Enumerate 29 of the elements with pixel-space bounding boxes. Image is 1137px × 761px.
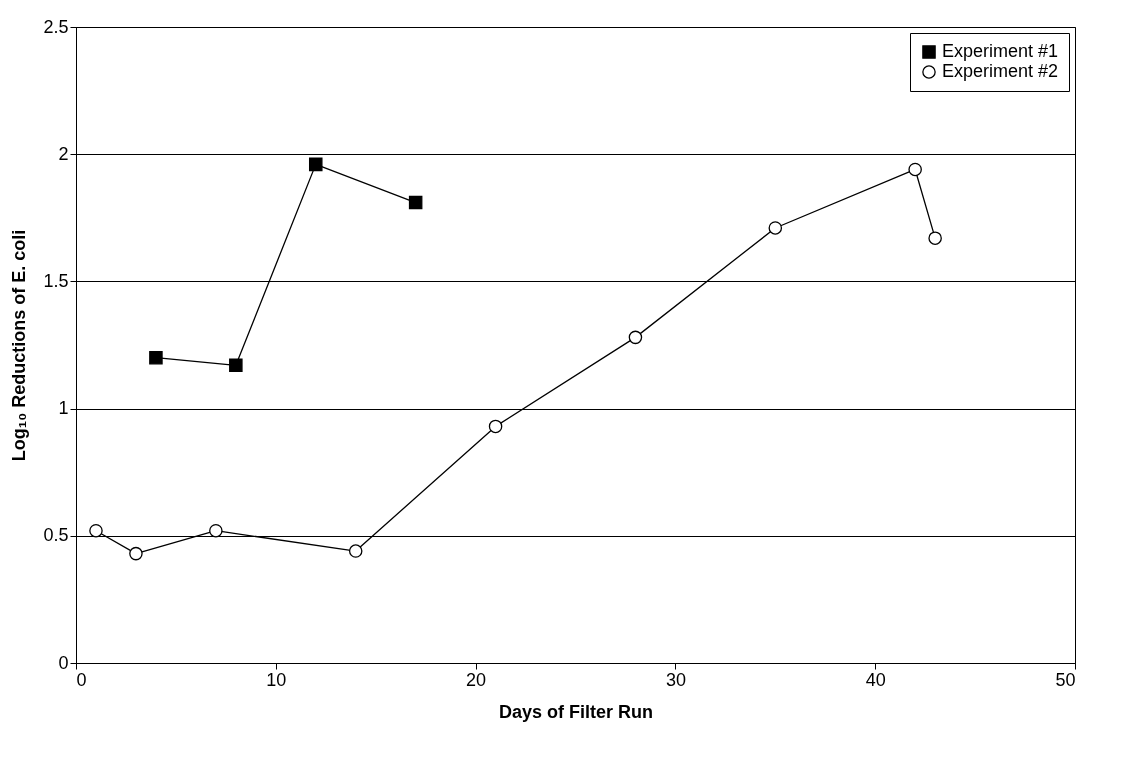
x-tick-label: 10 bbox=[266, 669, 287, 690]
point bbox=[928, 231, 942, 245]
x-tick-label: 40 bbox=[865, 669, 886, 690]
x-tick-label: 0 bbox=[76, 669, 87, 690]
y-tick-label: 2 bbox=[58, 143, 69, 164]
point bbox=[209, 523, 223, 538]
x-tick-label: 50 bbox=[1055, 669, 1076, 690]
y-axis-title: Log₁₀ Reductions of E. coli bbox=[9, 229, 30, 462]
x-tick-label: 20 bbox=[466, 669, 487, 690]
y-tick-label: 2.5 bbox=[43, 16, 69, 37]
point bbox=[308, 157, 323, 172]
y-tick-label: 1.5 bbox=[43, 270, 69, 291]
point bbox=[768, 221, 783, 235]
point bbox=[149, 350, 163, 365]
point bbox=[908, 162, 922, 177]
point bbox=[129, 546, 143, 561]
point bbox=[488, 419, 503, 434]
y-tick-label: 1 bbox=[58, 398, 69, 419]
point bbox=[408, 195, 423, 210]
y-tick-label: 0 bbox=[58, 652, 69, 673]
x-tick-label: 30 bbox=[665, 669, 686, 690]
legend-label: Experiment #1 bbox=[942, 41, 1059, 61]
legend-label: Experiment #2 bbox=[942, 61, 1059, 81]
point bbox=[628, 330, 643, 345]
point bbox=[229, 358, 243, 373]
point bbox=[89, 523, 103, 538]
point bbox=[348, 544, 363, 558]
x-axis-title: Days of Filter Run bbox=[498, 701, 654, 722]
y-tick-label: 0.5 bbox=[43, 525, 69, 546]
